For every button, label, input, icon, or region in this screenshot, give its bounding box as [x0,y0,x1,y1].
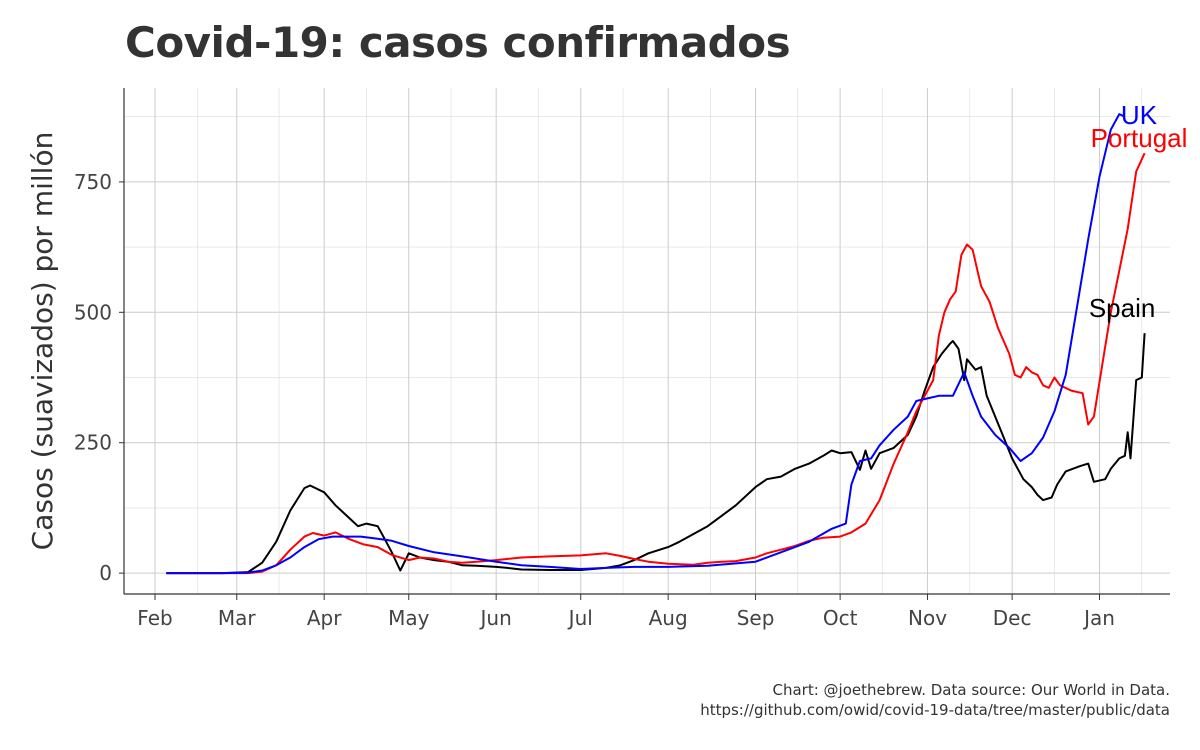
series-line-portugal [166,152,1146,575]
x-tick-label: Jan [1082,606,1115,630]
series-line-spain [166,333,1146,575]
x-tick-label: May [388,606,430,630]
caption-source: Chart: @joethebrew. Data source: Our Wor… [772,681,1171,699]
x-tick-label: Dec [993,606,1032,630]
x-tick-label: Feb [137,606,172,630]
x-tick-label: Jun [479,606,512,630]
y-tick-label: 750 [74,170,112,194]
x-tick-label: Nov [908,606,947,630]
y-tick-label: 500 [74,300,112,324]
x-tick-label: Oct [823,606,858,630]
y-axis-title: Casos (suavizados) por millón [26,132,59,551]
caption-url: https://github.com/owid/covid-19-data/tr… [700,701,1170,719]
series-lines [166,113,1146,575]
series-label-portugal: Portugal [1091,123,1188,153]
x-tick-label: Aug [649,606,688,630]
x-tick-label: Jul [567,606,593,630]
series-line-uk [166,113,1126,575]
grid [124,88,1170,594]
x-tick-label: Apr [307,606,342,630]
x-tick-label: Mar [218,606,257,630]
chart-title: Covid-19: casos confirmados [125,18,791,67]
x-tick-label: Sep [737,606,775,630]
y-tick-label: 250 [74,431,112,455]
axes [123,88,1170,595]
ticks: 0 250 500 750 Feb Mar Apr May Jun Jul Aug Sep Oct Nov… [74,170,1115,630]
y-tick-label: 0 [99,561,112,585]
series-label-uk: UK [1121,100,1158,130]
series-label-spain: Spain [1089,293,1156,323]
